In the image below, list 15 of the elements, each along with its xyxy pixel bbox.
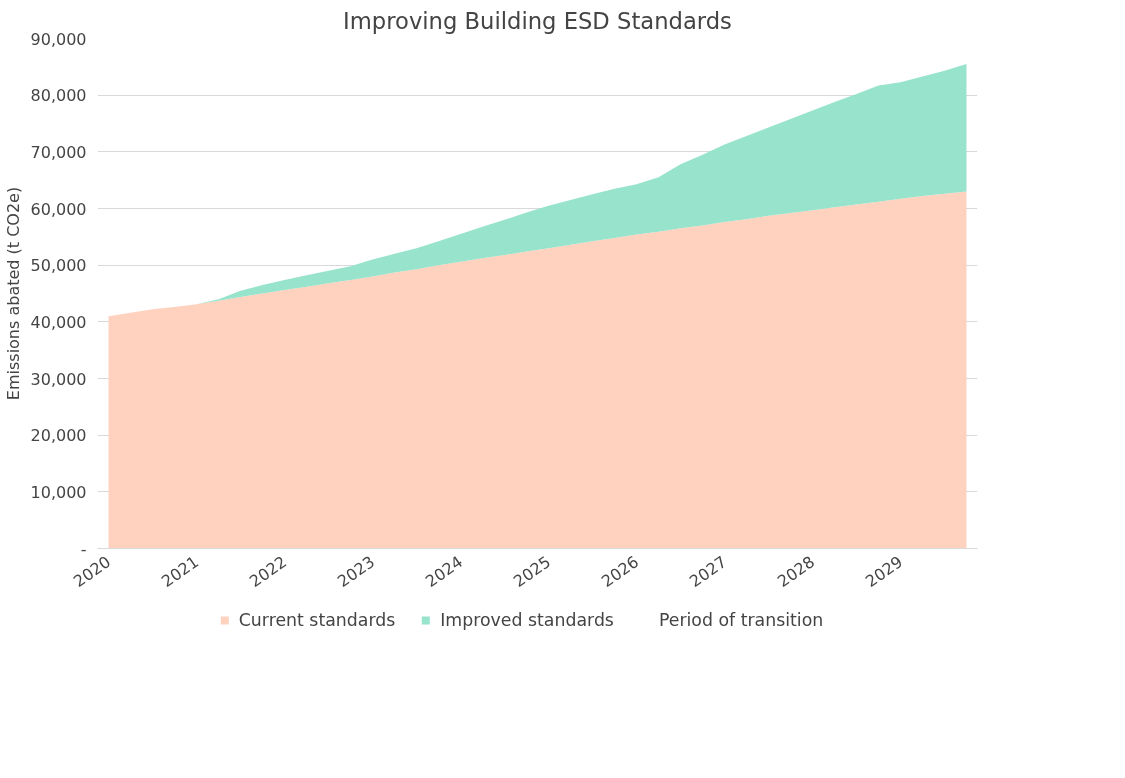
- y-tick-label: -: [80, 539, 87, 559]
- text: Period of transition: [658, 610, 824, 630]
- legend-label: Improved standards: [440, 610, 614, 630]
- y-tick-label: 70,000: [30, 142, 87, 162]
- y-tick-label: 10,000: [30, 482, 87, 502]
- chart-title: Improving Building ESD Standards: [343, 7, 732, 34]
- legend-label: Current standards: [238, 610, 396, 630]
- y-tick-label: 40,000: [30, 312, 87, 332]
- y-tick-label: 30,000: [30, 369, 87, 389]
- y-tick-label: 80,000: [30, 86, 87, 106]
- y-tick-label: 20,000: [30, 426, 87, 446]
- y-tick-label: 90,000: [30, 29, 87, 49]
- y-tick-label: 50,000: [30, 256, 87, 276]
- y-tick-label: 60,000: [30, 199, 87, 219]
- y-axis-title: Emissions abated (t CO2e): [3, 186, 23, 401]
